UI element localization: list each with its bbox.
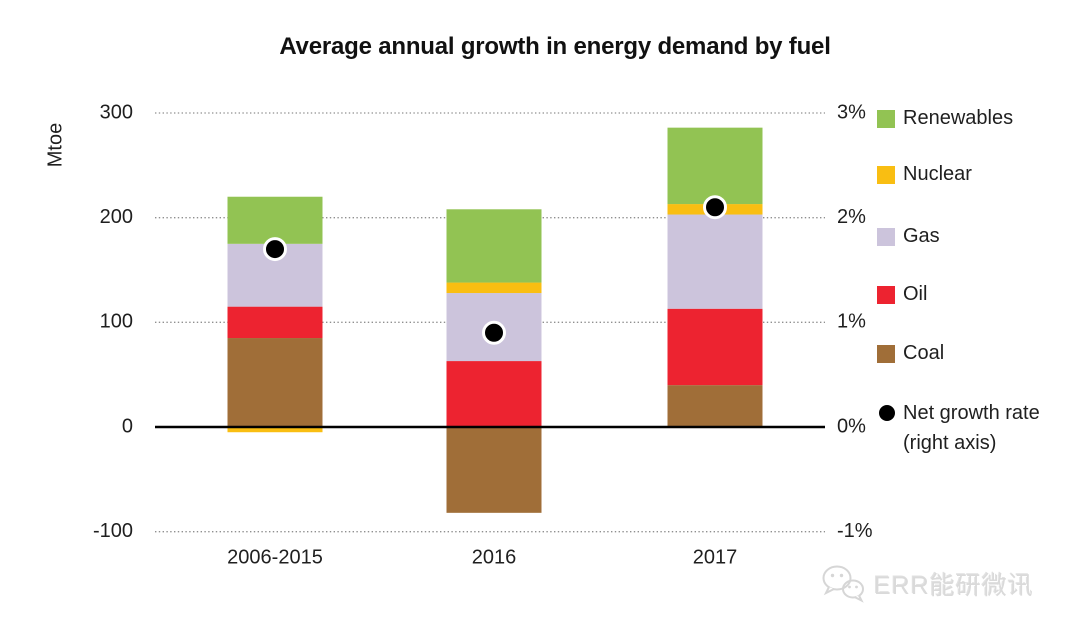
right-axis-tick-1pct: 1%: [837, 311, 866, 333]
right-axis-tick-3pct: 3%: [837, 101, 866, 123]
left-axis-tick-200: 200: [100, 206, 133, 228]
right-axis-tick-2pct: 2%: [837, 206, 866, 228]
x-axis-label-2016: 2016: [472, 546, 517, 568]
net-growth-dot-2006-2015: [263, 237, 287, 262]
bar-segment-renewables-2017: [667, 127, 763, 205]
x-axis-label-2006-2015: 2006-2015: [227, 546, 323, 568]
bar-segment-coal-2016: [446, 427, 542, 513]
bar-segment-oil-2017: [667, 308, 763, 386]
right-axis-tick--1pct: -1%: [837, 520, 873, 542]
left-axis-tick-100: 100: [100, 311, 133, 333]
bar-segment-coal-2017: [667, 385, 763, 427]
right-axis-tick-0pct: 0%: [837, 415, 866, 437]
bar-segment-oil-2016: [446, 361, 542, 427]
x-axis-label-2017: 2017: [693, 546, 738, 568]
bar-segment-renewables-2006-2015: [227, 196, 323, 244]
bar-segment-coal-2006-2015: [227, 338, 323, 427]
net-growth-dot-2017: [703, 195, 727, 220]
bar-segment-renewables-2016: [446, 209, 542, 283]
watermark-text: ERR能研微讯: [874, 572, 1034, 600]
left-axis-tick-0: 0: [122, 415, 133, 437]
left-axis-tick--100: -100: [93, 520, 133, 542]
bar-segment-oil-2006-2015: [227, 306, 323, 339]
net-growth-dot-2016: [482, 320, 506, 345]
watermark: ERR能研微讯: [820, 562, 1034, 606]
chart-title: Average annual growth in energy demand b…: [279, 33, 831, 60]
left-axis-tick-300: 300: [100, 101, 133, 123]
wechat-logo-icon: [822, 565, 864, 603]
bar-segment-nuclear-2016: [446, 282, 542, 294]
bar-segment-gas-2017: [667, 214, 763, 309]
bar-segment-nuclear-2006-2015: [227, 427, 323, 433]
